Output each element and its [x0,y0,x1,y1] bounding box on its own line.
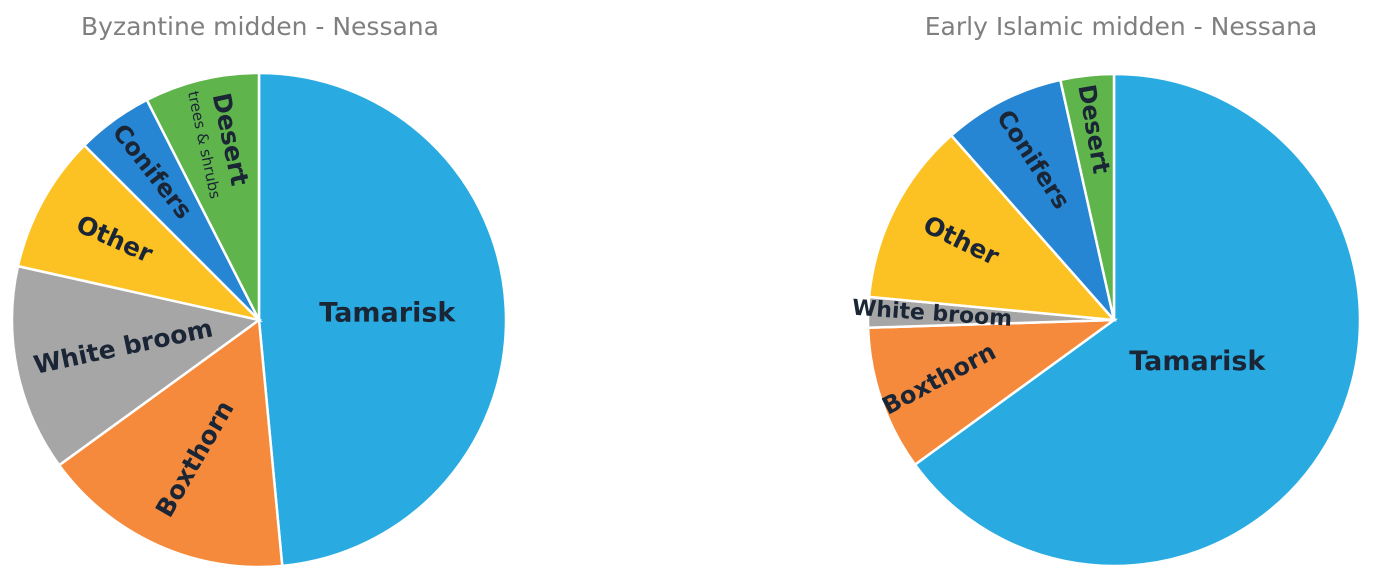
chart-title: Byzantine midden - Nessana [81,12,439,41]
pie-slice-tamarisk [257,71,508,566]
slice-label: Tamarisk [1129,346,1266,377]
chart-title: Early Islamic midden - Nessana [924,12,1318,41]
pie-slice-other [867,133,1118,322]
pie-slice-boxthorn [866,318,1119,467]
pie-slice-boxthorn [57,317,284,566]
slice-label: Tamarisk [319,297,456,328]
pie-slice-other [16,143,263,323]
pie-chart-early-islamic: Early Islamic midden - Nessana Tamarisk B… [851,0,1376,566]
pie-chart-byzantine: Byzantine midden - Nessana Tamarisk Boxth… [0,0,520,566]
pie-slice-white-broom [10,264,262,467]
pie-slice-tamarisk [913,72,1362,566]
pie-slice-desert [1058,72,1116,321]
slice-label-group: Tamarisk [1129,346,1266,377]
slice-label-group: Tamarisk [319,297,456,328]
pie-slice-desert [145,71,261,321]
